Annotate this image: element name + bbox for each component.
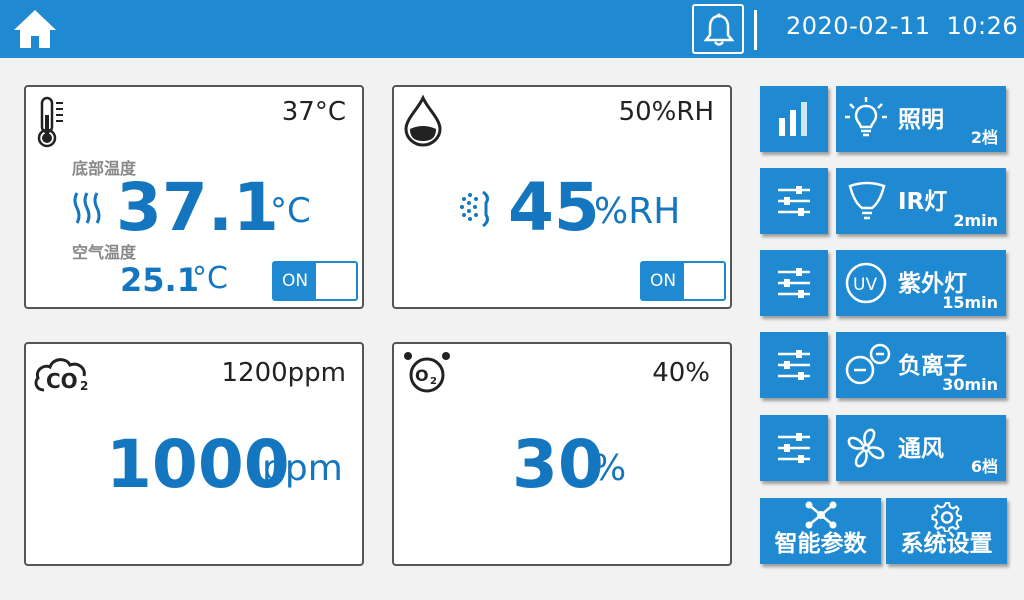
ir-lamp-button[interactable]: IR灯 2min	[836, 168, 1006, 234]
negative-ion-button[interactable]: 负离子 30min	[836, 332, 1006, 398]
ventilation-adjust-button[interactable]	[760, 415, 828, 481]
air-temp-unit: °C	[192, 261, 228, 296]
time-text: 10:26	[946, 12, 1019, 40]
uv-lamp-button[interactable]: UV 紫外灯 15min	[836, 250, 1006, 316]
smart-params-label: 智能参数	[774, 531, 867, 557]
temperature-toggle[interactable]: ON	[272, 261, 358, 301]
home-button[interactable]	[12, 8, 58, 50]
sliders-icon	[778, 186, 810, 216]
lighting-label: 照明	[898, 107, 944, 133]
humidity-card[interactable]: 50%RH 45 %RH ON	[392, 85, 732, 309]
top-bar: 2020-02-11 10:26	[0, 0, 1024, 58]
negative-ion-time: 30min	[942, 375, 998, 394]
bottom-temp-label: 底部温度	[72, 159, 137, 178]
ventilation-label: 通风	[898, 436, 944, 462]
uv-icon: UV	[845, 262, 887, 304]
date-text: 2020-02-11	[786, 12, 931, 40]
svg-text:O: O	[415, 366, 429, 385]
network-nodes-icon	[805, 501, 837, 529]
ir-lamp-icon	[848, 181, 886, 220]
bar-chart-icon	[779, 102, 807, 136]
header-divider	[754, 10, 757, 50]
o2-setpoint: 40%	[652, 358, 710, 388]
o2-unit: %	[592, 448, 627, 489]
temperature-setpoint: 37°C	[281, 97, 346, 127]
temperature-card[interactable]: 37°C 底部温度 37.1 °C 空气温度 25.1 °C ON	[24, 85, 364, 309]
sliders-icon	[778, 268, 810, 298]
bell-icon	[704, 13, 734, 46]
thermometer-icon	[37, 96, 63, 148]
humidity-mist-icon	[460, 190, 489, 228]
co2-value: 1000	[106, 426, 290, 503]
svg-text:CO: CO	[46, 369, 78, 393]
heat-waves-icon	[73, 192, 101, 224]
uv-lamp-time: 15min	[942, 293, 998, 312]
lighting-level: 2档	[970, 128, 998, 147]
sliders-icon	[778, 433, 810, 463]
uv-lamp-label: 紫外灯	[898, 271, 967, 297]
o2-card[interactable]: O 2 40% 30 %	[392, 342, 732, 566]
ir-lamp-label: IR灯	[898, 189, 948, 215]
gear-icon	[931, 502, 962, 532]
co2-unit: ppm	[262, 448, 343, 489]
humidity-value: 45	[508, 169, 600, 246]
ventilation-level: 6档	[970, 457, 998, 476]
o2-icon: O 2	[404, 352, 450, 393]
negative-ion-label: 负离子	[898, 353, 967, 379]
bottom-temp-unit: °C	[270, 191, 311, 231]
smart-params-button[interactable]: 智能参数	[760, 498, 881, 564]
water-drop-icon	[404, 95, 442, 147]
system-settings-button[interactable]: 系统设置	[886, 498, 1007, 564]
air-temp-value: 25.1	[120, 261, 199, 299]
air-temp-label: 空气温度	[72, 243, 137, 262]
co2-cloud-icon: CO 2	[34, 358, 88, 393]
home-icon	[14, 10, 56, 48]
uv-adjust-button[interactable]	[760, 250, 828, 316]
toggle-on-label: ON	[642, 263, 684, 299]
datetime: 2020-02-11 10:26	[786, 12, 1018, 40]
ir-adjust-button[interactable]	[760, 168, 828, 234]
statistics-button[interactable]	[760, 86, 828, 152]
sliders-icon	[778, 350, 810, 380]
svg-text:2: 2	[430, 376, 437, 387]
system-settings-label: 系统设置	[900, 531, 993, 557]
toggle-on-label: ON	[274, 263, 316, 299]
svg-text:UV: UV	[853, 275, 877, 295]
ir-lamp-time: 2min	[953, 211, 998, 230]
humidity-setpoint: 50%RH	[618, 97, 714, 127]
fan-icon	[847, 428, 885, 468]
alarm-button[interactable]	[692, 4, 744, 54]
o2-value: 30	[512, 426, 604, 503]
svg-text:2: 2	[80, 379, 88, 393]
lighting-button[interactable]: 照明 2档	[836, 86, 1006, 152]
ventilation-button[interactable]: 通风 6档	[836, 415, 1006, 481]
negative-ion-icon	[845, 343, 891, 385]
co2-card[interactable]: CO 2 1200ppm 1000 ppm	[24, 342, 364, 566]
light-bulb-icon	[845, 97, 887, 137]
co2-setpoint: 1200ppm	[221, 358, 346, 388]
bottom-temp-value: 37.1	[116, 169, 279, 246]
humidity-unit: %RH	[594, 191, 681, 232]
ion-adjust-button[interactable]	[760, 332, 828, 398]
humidity-toggle[interactable]: ON	[640, 261, 726, 301]
